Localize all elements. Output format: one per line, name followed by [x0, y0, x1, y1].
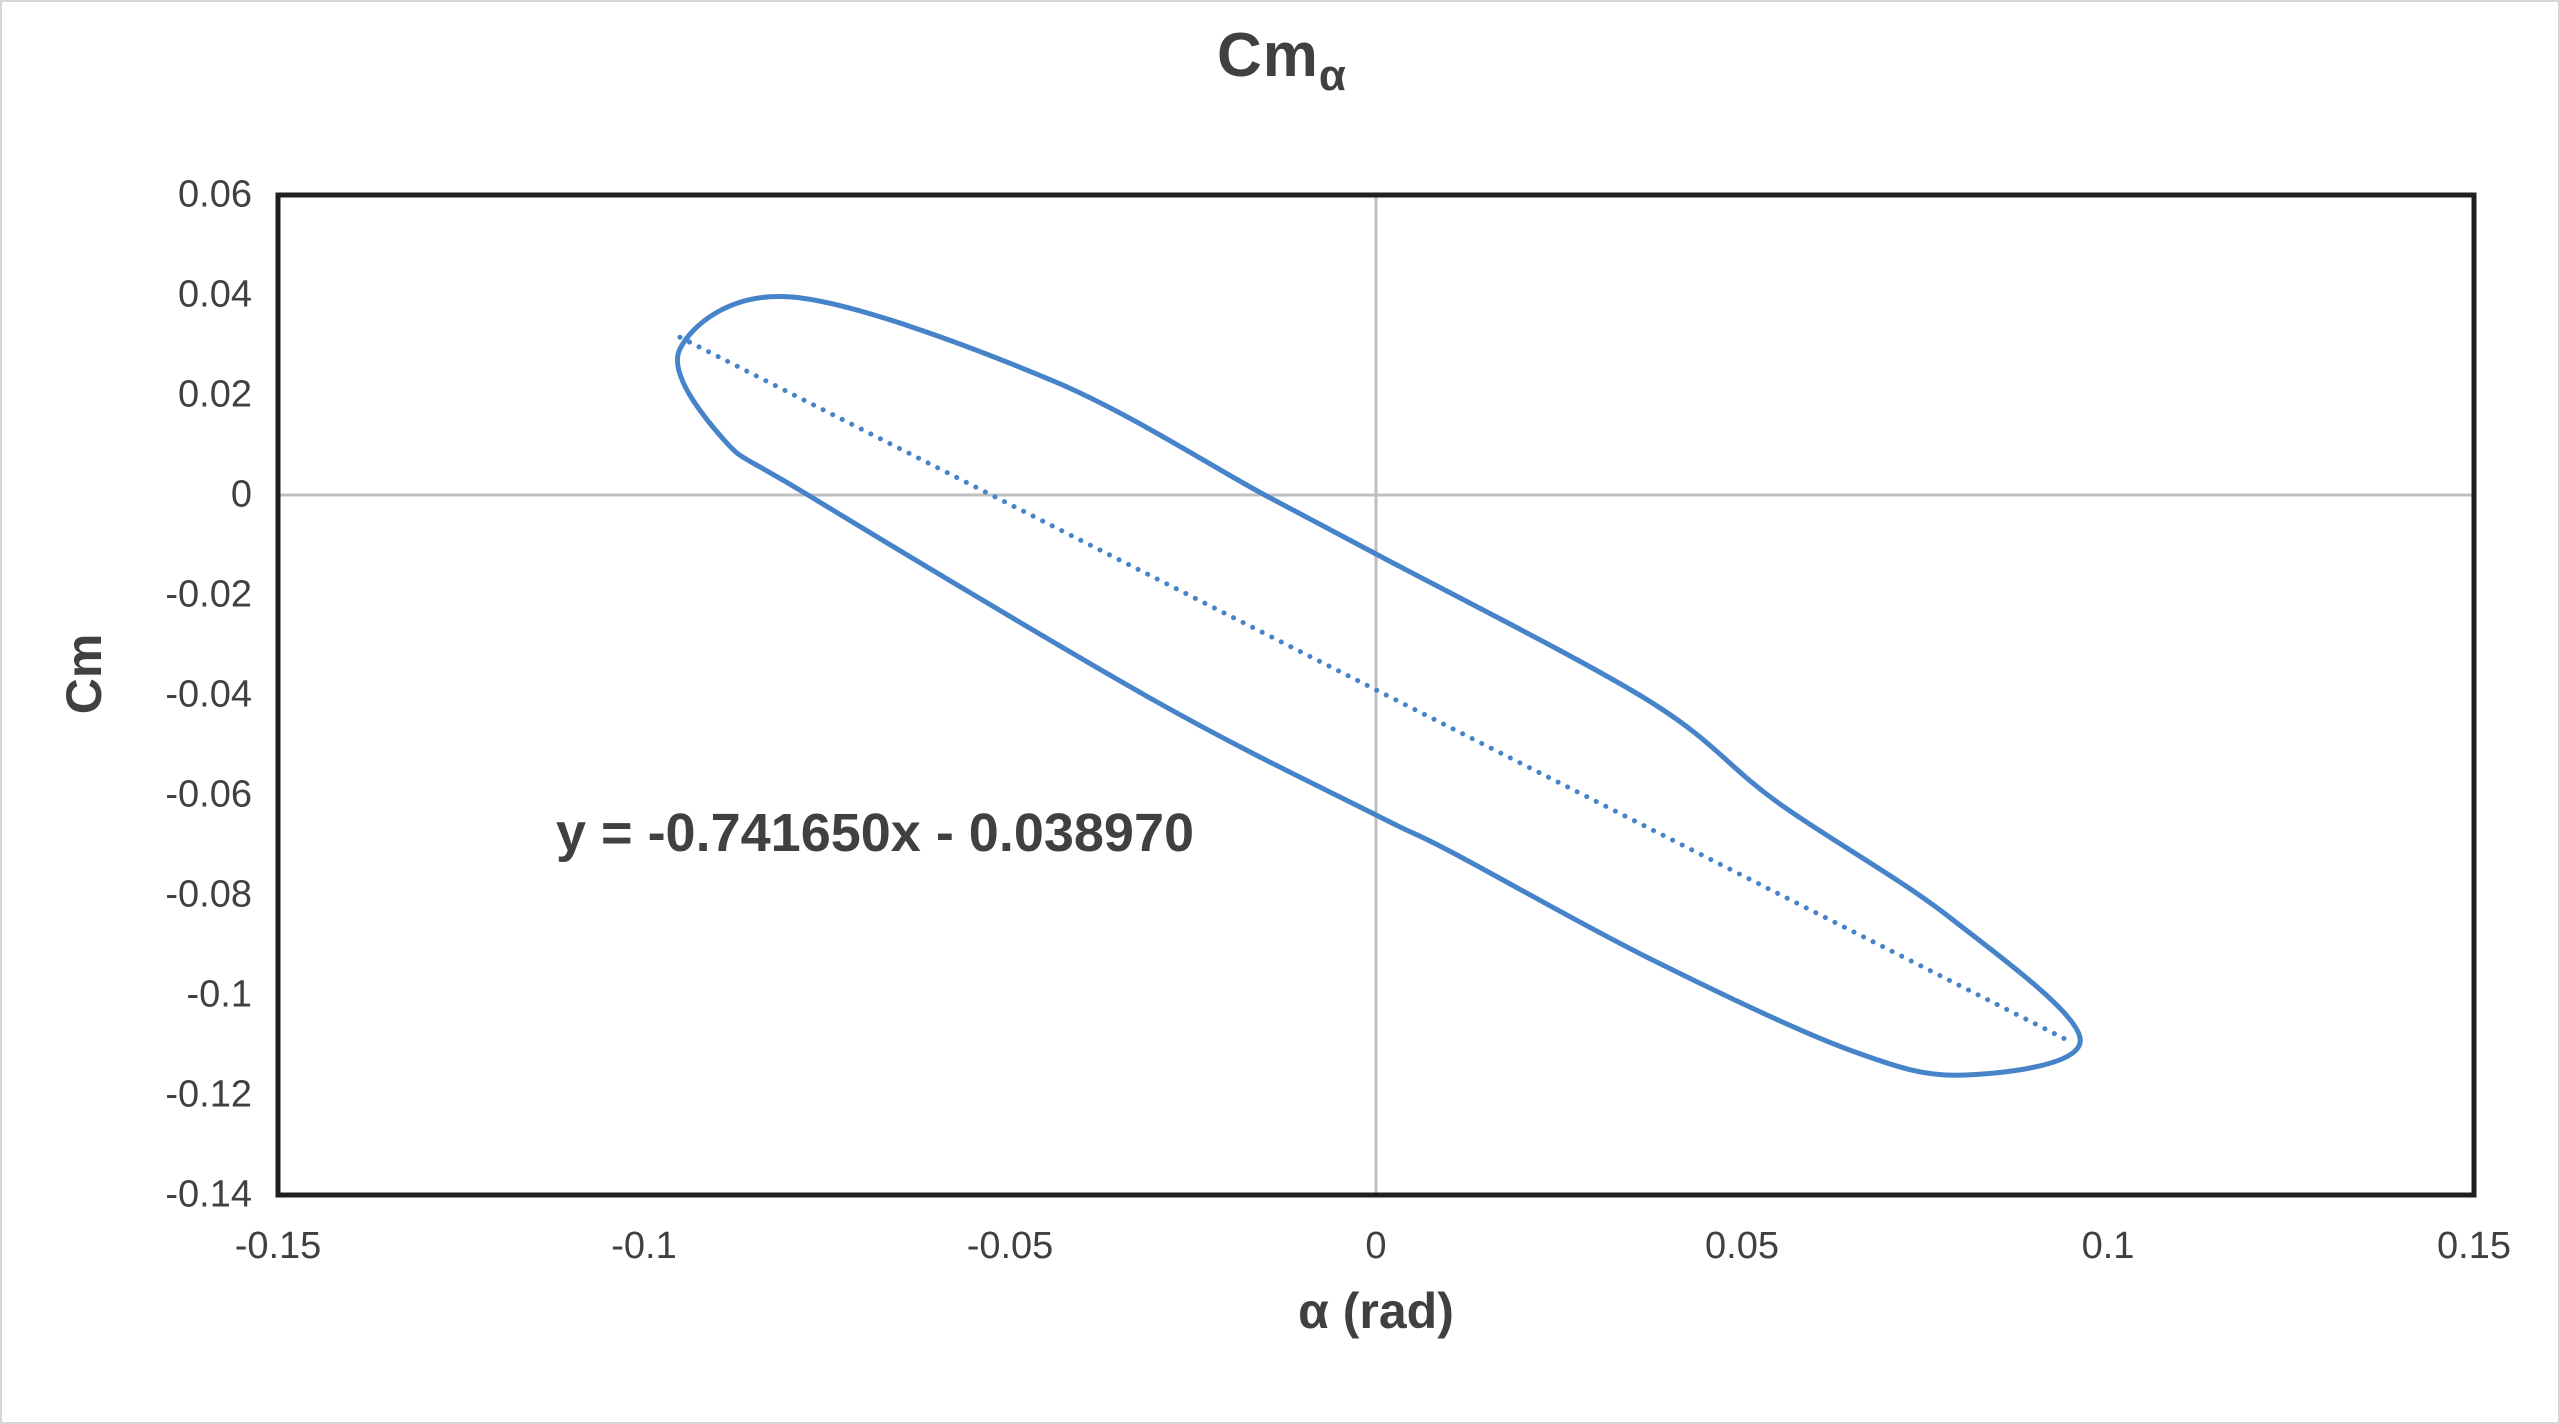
x-tick-label: -0.15	[234, 1225, 322, 1267]
x-axis-title: α (rad)	[1298, 1283, 1454, 1339]
y-tick-label: -0.02	[165, 573, 252, 616]
chart-title-main: Cm	[1217, 21, 1319, 90]
x-tick-label: -0.05	[966, 1225, 1054, 1267]
x-tick-label: 0	[1365, 1225, 1387, 1267]
y-tick-label: -0.1	[186, 973, 252, 1016]
x-tick-label: 0.1	[2081, 1225, 2135, 1267]
y-tick-label: 0.06	[178, 173, 252, 216]
y-tick-label: 0.04	[178, 273, 252, 316]
plot-area-border	[275, 192, 2477, 1198]
x-tick-label: -0.1	[611, 1225, 677, 1267]
x-tick-label: 0.15	[2437, 1225, 2511, 1267]
y-tick-label: -0.08	[165, 873, 252, 916]
y-tick-label: -0.12	[165, 1073, 252, 1116]
y-tick-label: -0.06	[165, 773, 252, 816]
data-series-group	[675, 293, 2083, 1078]
y-tick-label: -0.04	[165, 673, 252, 716]
trendline-dotted	[677, 334, 2071, 1043]
x-tick-label: 0.05	[1705, 1225, 1779, 1267]
trendline-equation-label: y = -0.741650x - 0.038970	[556, 803, 1195, 863]
axis-zero-gridlines	[278, 195, 2474, 1195]
y-tick-label: 0.02	[178, 373, 252, 416]
chart-title-subscript: α	[1318, 51, 1347, 100]
chart-title: Cmα	[2, 20, 2558, 101]
loop-series-line	[675, 293, 2083, 1078]
y-tick-label: -0.14	[165, 1173, 252, 1216]
y-tick-label: 0	[230, 473, 252, 516]
